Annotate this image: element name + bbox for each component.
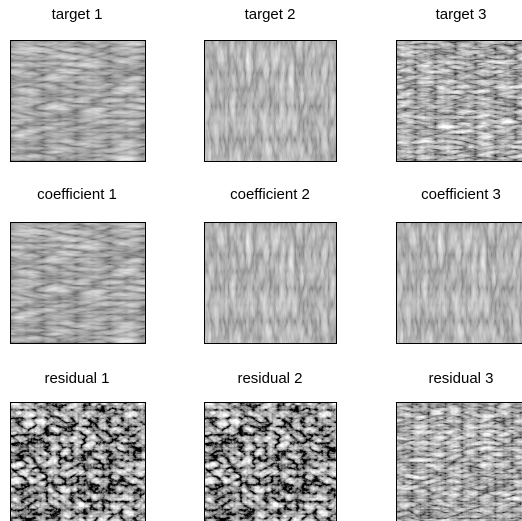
panel-title: coefficient 1 <box>0 186 157 203</box>
image <box>204 402 337 521</box>
panel-title: target 2 <box>190 6 350 23</box>
panel-title: residual 3 <box>381 370 522 387</box>
figure: target 1 target 2 target 3 coefficient 1… <box>0 0 522 521</box>
panel-title: target 1 <box>0 6 157 23</box>
panel-title: target 3 <box>381 6 522 23</box>
image <box>10 40 146 162</box>
image <box>396 40 522 162</box>
panel-title: residual 1 <box>0 370 157 387</box>
image <box>396 222 522 344</box>
image <box>10 222 146 344</box>
image <box>10 402 146 521</box>
panel-title: coefficient 2 <box>190 186 350 203</box>
image <box>204 222 337 344</box>
image <box>204 40 337 162</box>
panel-title: residual 2 <box>190 370 350 387</box>
panel-title: coefficient 3 <box>381 186 522 203</box>
image <box>396 402 522 521</box>
